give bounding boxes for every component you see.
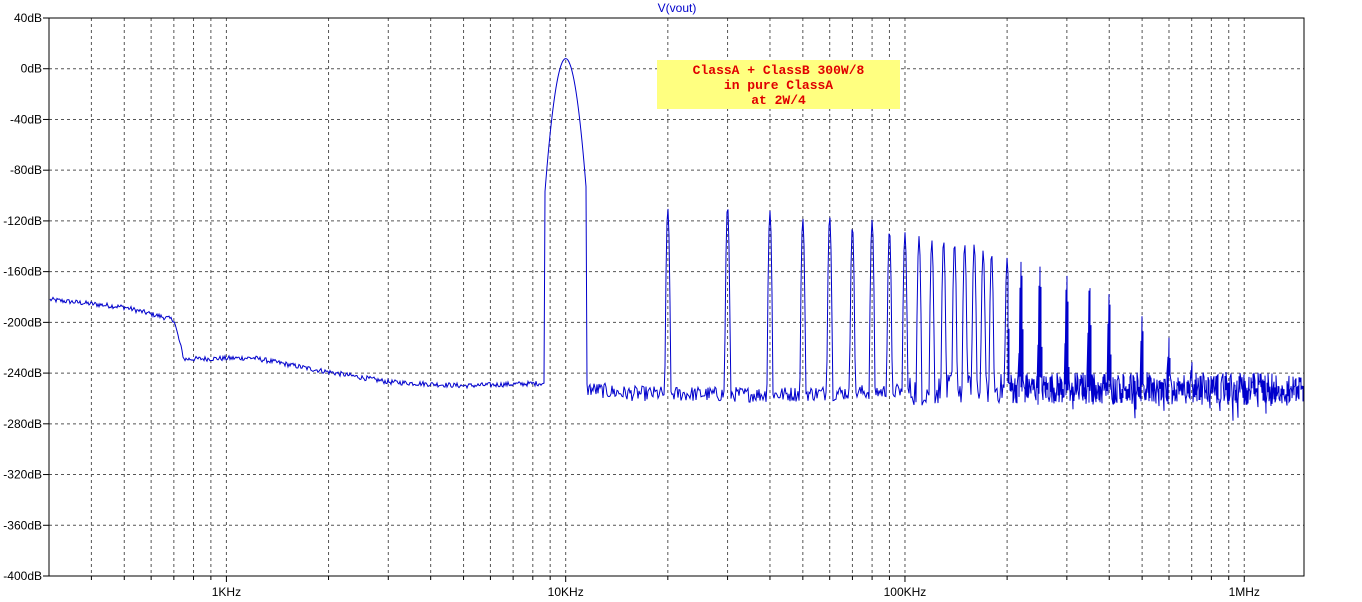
x-tick-label: 100KHz	[884, 585, 927, 599]
x-axis: 1KHz 10KHz 100KHz 1MHz	[90, 576, 1260, 599]
vout-trace	[49, 58, 1304, 421]
y-tick-label: -80dB	[10, 163, 42, 177]
annotation-line-2: in pure ClassA	[723, 78, 834, 93]
y-tick-label: -320dB	[3, 468, 42, 482]
y-tick-label: -240dB	[3, 366, 42, 380]
x-tick-label: 1KHz	[212, 585, 241, 599]
annotation-line-1: ClassA + ClassB 300W/8	[692, 63, 865, 78]
x-tick-label: 1MHz	[1229, 585, 1260, 599]
chart-title: V(vout)	[657, 1, 697, 15]
y-tick-label: -40dB	[10, 112, 42, 126]
x-tick-label: 10KHz	[548, 585, 584, 599]
annotation-line-3: at 2W/4	[751, 93, 806, 108]
y-tick-label: 40dB	[14, 11, 42, 25]
y-axis: 40dB 0dB -40dB -80dB -120dB -160dB -200dB -240d…	[3, 11, 49, 583]
grid	[49, 18, 1304, 576]
y-tick-label: -200dB	[3, 315, 42, 329]
y-tick-label: -160dB	[3, 265, 42, 279]
plot-frame	[48, 17, 1305, 577]
y-tick-label: -280dB	[3, 417, 42, 431]
annotation-box: ClassA + ClassB 300W/8 in pure ClassA at…	[657, 60, 900, 109]
y-tick-label: -360dB	[3, 518, 42, 532]
y-tick-label: -120dB	[3, 214, 42, 228]
y-tick-label: -400dB	[3, 569, 42, 583]
y-tick-label: 0dB	[21, 62, 42, 76]
